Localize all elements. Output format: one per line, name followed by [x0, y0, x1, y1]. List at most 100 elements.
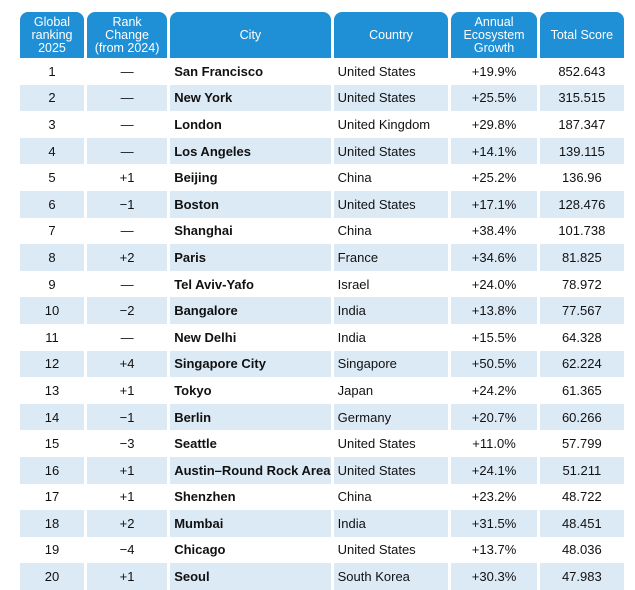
cell-rank-change: +1	[86, 456, 168, 484]
cell-growth: +14.1%	[451, 137, 537, 165]
table-row: 10 −2 Bangalore India +13.8% 77.567	[20, 297, 624, 324]
cell-rank: 6	[20, 190, 84, 218]
table-body: 1 — San Francisco United States +19.9% 852.64…	[20, 58, 624, 590]
cell-rank: 11	[45, 329, 59, 345]
table-row: 19 −4 Chicago United States +13.7% 48.036	[20, 537, 624, 564]
cell-country: United Kingdom	[337, 116, 431, 132]
cell-rank: 16	[20, 456, 84, 484]
cell-city: New Delhi	[174, 329, 237, 345]
cell-country: China	[337, 223, 372, 239]
cell-total-score: 136.96	[561, 170, 602, 186]
cell-growth: +15.5%	[471, 329, 517, 345]
table-header: Global ranking 2025 Rank Change (from 20…	[20, 12, 624, 58]
cell-city: Austin–Round Rock Area	[170, 456, 331, 484]
cell-rank-change: —	[120, 116, 134, 132]
table-row: 3 — London United Kingdom +29.8% 187.347	[20, 111, 624, 138]
header-global-ranking: Global ranking 2025	[20, 12, 84, 58]
cell-country: France	[333, 244, 449, 271]
cell-city: Berlin	[170, 403, 331, 431]
cell-total-score: 48.722	[561, 489, 602, 505]
cell-rank: 17	[44, 489, 60, 505]
cell-rank: 15	[44, 436, 60, 452]
cell-rank-change: −4	[119, 542, 135, 558]
table-row: 4— Los Angeles United States +14.1% 139.115	[20, 137, 624, 165]
cell-country: China	[337, 489, 372, 505]
cell-growth: +24.1%	[451, 456, 537, 484]
cell-country: India	[333, 510, 449, 537]
cell-growth: +13.8%	[451, 297, 537, 324]
cell-growth: +24.0%	[471, 276, 517, 292]
ranking-table: Global ranking 2025 Rank Change (from 20…	[17, 12, 627, 590]
cell-rank-change: +2	[86, 244, 168, 271]
cell-country: Israel	[337, 276, 370, 292]
cell-total-score: 101.738	[558, 223, 606, 239]
cell-growth: +34.6%	[451, 244, 537, 271]
table-row: 11 — New Delhi India +15.5% 64.328	[20, 324, 624, 351]
header-annual-growth: Annual Ecosystem Growth	[451, 12, 537, 58]
cell-growth: +20.7%	[451, 403, 537, 431]
cell-total-score: 48.036	[561, 542, 602, 558]
cell-city: Paris	[170, 244, 331, 271]
cell-total-score: 139.115	[539, 137, 624, 165]
cell-rank: 3	[48, 116, 56, 132]
cell-rank-change: —	[120, 329, 134, 345]
cell-rank: 19	[44, 542, 60, 558]
cell-rank: 14	[20, 403, 84, 431]
table-row: 18 +2 Mumbai India +31.5% 48.451	[20, 510, 624, 537]
cell-growth: +25.5%	[451, 84, 537, 112]
header-rank-change: Rank Change (from 2024)	[86, 12, 168, 58]
cell-city: San Francisco	[174, 63, 264, 79]
cell-total-score: 852.643	[558, 63, 606, 79]
cell-city: Tel Aviv-Yafo	[174, 276, 254, 292]
cell-total-score: 51.211	[539, 456, 624, 484]
cell-growth: +50.5%	[451, 350, 537, 378]
cell-total-score: 64.328	[561, 329, 602, 345]
cell-rank-change: −1	[86, 403, 168, 431]
cell-city: Shenzhen	[174, 489, 236, 505]
cell-city: Chicago	[174, 542, 226, 558]
cell-total-score: 61.365	[561, 382, 602, 398]
cell-total-score: 78.972	[561, 276, 602, 292]
cell-country: United States	[333, 84, 449, 112]
cell-rank-change: −1	[86, 190, 168, 218]
cell-total-score: 60.266	[539, 403, 624, 431]
cell-total-score: 48.451	[539, 510, 624, 537]
table-row: 9 — Tel Aviv-Yafo Israel +24.0% 78.972	[20, 271, 624, 298]
cell-rank: 10	[20, 297, 84, 324]
cell-growth: +19.9%	[471, 63, 517, 79]
cell-growth: +25.2%	[471, 170, 517, 186]
cell-rank-change: —	[86, 84, 168, 112]
cell-growth: +30.3%	[451, 563, 537, 590]
cell-rank-change: +1	[86, 563, 168, 590]
cell-rank: 12	[20, 350, 84, 378]
cell-rank-change: —	[86, 137, 168, 165]
cell-total-score: 77.567	[539, 297, 624, 324]
table-row: 17 +1 Shenzhen China +23.2% 48.722	[20, 484, 624, 511]
cell-rank-change: +1	[119, 170, 135, 186]
cell-rank-change: −2	[86, 297, 168, 324]
cell-city: Los Angeles	[170, 137, 331, 165]
cell-country: China	[337, 170, 372, 186]
table-row: 8 +2 Paris France +34.6% 81.825	[20, 244, 624, 271]
cell-city: Shanghai	[174, 223, 233, 239]
cell-rank-change: —	[120, 276, 134, 292]
cell-country: United States	[337, 436, 416, 452]
cell-total-score: 81.825	[539, 244, 624, 271]
header-country: Country	[333, 12, 449, 58]
cell-total-score: 187.347	[558, 116, 606, 132]
table-row: 15 −3 Seattle United States +11.0% 57.799	[20, 430, 624, 457]
cell-country: Singapore	[333, 350, 449, 378]
cell-city: Seattle	[174, 436, 217, 452]
cell-rank-change: —	[120, 223, 134, 239]
cell-rank: 20	[20, 563, 84, 590]
cell-city: Beijing	[174, 170, 218, 186]
cell-total-score: 128.476	[539, 190, 624, 218]
cell-rank-change: +2	[86, 510, 168, 537]
cell-growth: +11.0%	[472, 436, 516, 452]
cell-growth: +24.2%	[471, 382, 517, 398]
table-row: 7 — Shanghai China +38.4% 101.738	[20, 218, 624, 245]
cell-country: United States	[333, 137, 449, 165]
cell-rank-change: —	[120, 63, 134, 79]
cell-city: Tokyo	[174, 382, 212, 398]
cell-rank: 1	[48, 63, 56, 79]
